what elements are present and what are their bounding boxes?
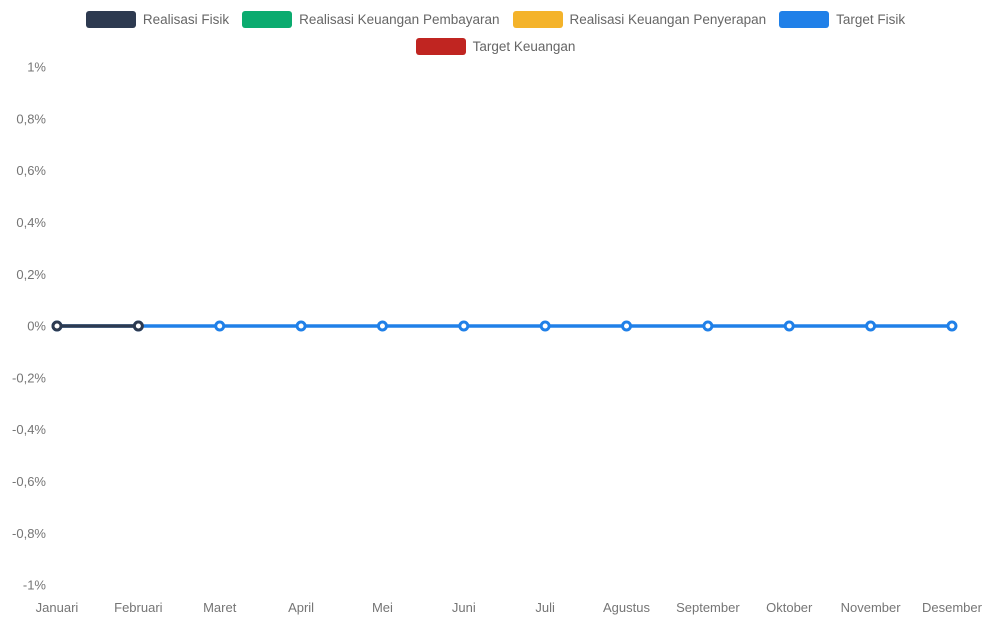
y-axis-tick-label: 0,4% [16,215,46,230]
legend-swatch-realisasi-keuangan-pembayaran [242,10,293,28]
data-point-marker-target-fisik[interactable] [539,320,551,332]
y-axis-tick-label: 0,6% [16,163,46,178]
data-point-marker-target-fisik[interactable] [214,320,226,332]
data-point-marker-target-fisik[interactable] [458,320,470,332]
data-point-marker-target-fisik[interactable] [295,320,307,332]
legend-item-realisasi-fisik[interactable]: Realisasi Fisik [85,10,230,28]
legend-label-target-fisik: Target Fisik [836,11,906,27]
x-axis-label-april: April [288,600,314,615]
x-axis-label-januari: Januari [36,600,79,615]
legend-label-realisasi-keuangan-penyerapan: Realisasi Keuangan Penyerapan [569,11,767,27]
data-point-marker-realisasi-fisik[interactable] [51,320,63,332]
x-axis-label-oktober: Oktober [766,600,813,615]
legend-row-2: Target Keuangan [0,35,991,57]
legend-swatch-realisasi-keuangan-penyerapan [512,10,563,28]
data-point-marker-target-fisik[interactable] [702,320,714,332]
y-axis-tick-label: -0,8% [12,526,46,541]
legend-row-1: Realisasi Fisik Realisasi Keuangan Pemba… [0,8,991,30]
x-axis-label-juni: Juni [452,600,476,615]
data-point-marker-target-fisik[interactable] [376,320,388,332]
data-point-marker-target-fisik[interactable] [783,320,795,332]
y-axis-tick-label: -0,6% [12,474,46,489]
x-axis-label-november: November [841,600,902,615]
y-axis-tick-label: 0,2% [16,267,46,282]
x-axis-label-februari: Februari [114,600,163,615]
legend-label-target-keuangan: Target Keuangan [472,38,576,54]
legend-label-realisasi-fisik: Realisasi Fisik [142,11,230,27]
data-point-marker-target-fisik[interactable] [865,320,877,332]
y-axis-tick-label: -0,2% [12,370,46,385]
legend-swatch-target-keuangan [415,37,466,55]
legend-item-target-keuangan[interactable]: Target Keuangan [415,37,576,55]
data-point-marker-target-fisik[interactable] [946,320,958,332]
y-axis-tick-label: 0% [27,319,46,334]
legend-item-realisasi-keuangan-penyerapan[interactable]: Realisasi Keuangan Penyerapan [512,10,767,28]
data-point-marker-realisasi-fisik[interactable] [132,320,144,332]
legend-item-realisasi-keuangan-pembayaran[interactable]: Realisasi Keuangan Pembayaran [242,10,500,28]
legend-swatch-realisasi-fisik [85,10,136,28]
data-point-marker-target-fisik[interactable] [621,320,633,332]
legend-item-target-fisik[interactable]: Target Fisik [779,10,906,28]
y-axis-tick-label: -1% [23,578,47,593]
legend-label-realisasi-keuangan-pembayaran: Realisasi Keuangan Pembayaran [299,11,500,27]
x-axis-label-agustus: Agustus [603,600,650,615]
y-axis-tick-label: 0,8% [16,111,46,126]
x-axis-label-desember: Desember [922,600,983,615]
legend-swatch-target-fisik [779,10,830,28]
y-axis-tick-label: -0,4% [12,422,46,437]
x-axis-label-juli: Juli [535,600,555,615]
x-axis-label-mei: Mei [372,600,393,615]
x-axis-label-maret: Maret [203,600,237,615]
x-axis-label-september: September [676,600,740,615]
y-axis-tick-label: 1% [27,60,46,75]
chart-legend: Realisasi Fisik Realisasi Keuangan Pemba… [0,8,991,57]
